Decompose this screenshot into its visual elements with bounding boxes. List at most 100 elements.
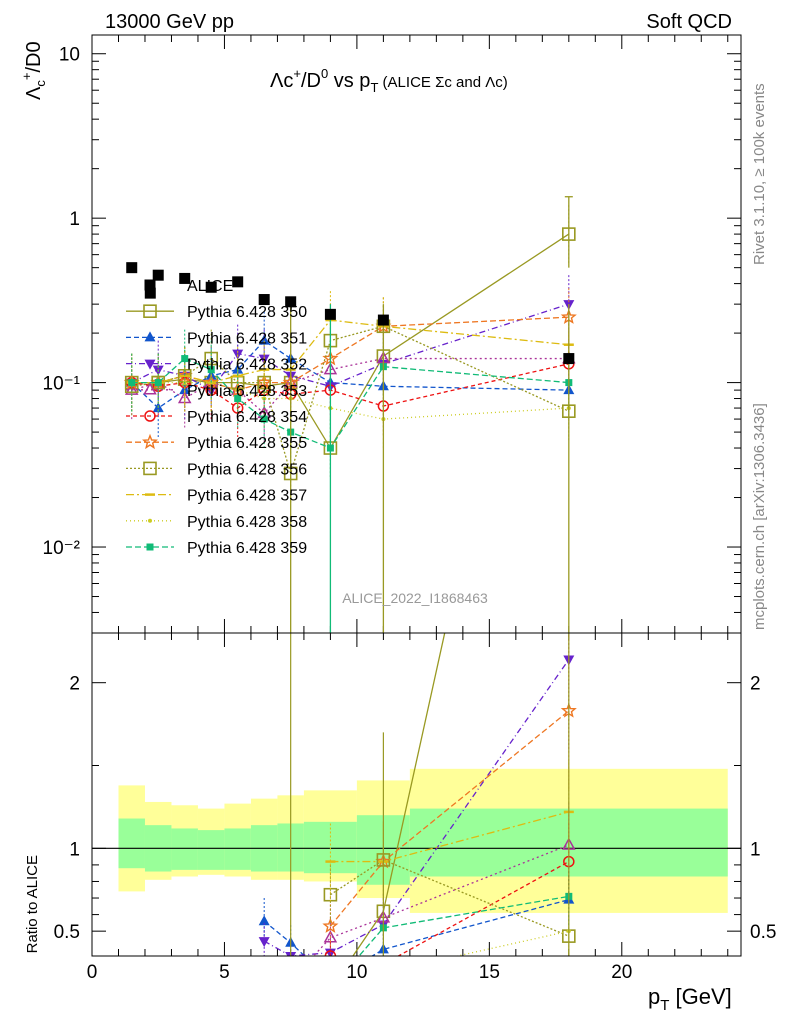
alice-data	[126, 262, 575, 365]
legend-item: Pythia 6.428 358	[126, 514, 307, 531]
series-line-352	[131, 303, 570, 391]
series-line-357	[131, 319, 569, 384]
ratio-point-351	[258, 915, 270, 926]
top-y-tick-label: 10	[59, 45, 80, 66]
top-y-tick-label: 10⁻²	[43, 538, 81, 559]
legend-label: ALICE	[187, 278, 233, 295]
band-inner	[171, 828, 198, 870]
ratio-y-tick-label-right: 0.5	[750, 922, 776, 943]
legend-marker-alice	[144, 279, 156, 291]
legend-marker-355	[141, 433, 159, 450]
series-line-353	[131, 357, 569, 415]
band-inner	[224, 828, 251, 870]
alice-point	[126, 262, 138, 274]
bottom-frame	[91, 632, 742, 957]
alice-point	[232, 276, 244, 288]
legend-label: Pythia 6.428 352	[187, 357, 307, 374]
data-point-359	[260, 415, 268, 423]
x-tick-label: 10	[346, 962, 367, 983]
legend-label: Pythia 6.428 350	[187, 304, 307, 321]
legend-marker-359	[146, 543, 154, 551]
x-tick-label: 20	[611, 962, 632, 983]
data-point-359	[181, 355, 189, 363]
legend-label: Pythia 6.428 354	[187, 409, 307, 426]
series-line-354	[131, 363, 569, 409]
legend-marker-358	[148, 518, 152, 523]
ratio-series	[258, 633, 577, 956]
ratio-line-356	[330, 859, 570, 937]
legend: ALICE Pythia 6.428 350 Pythia 6.428 351 Pyt…	[126, 278, 307, 557]
rivet-label: Rivet 3.1.10, ≥ 100k events	[751, 83, 768, 265]
alice-point	[377, 314, 389, 326]
legend-item: Pythia 6.428 352	[126, 357, 307, 374]
ratio-point-352	[258, 937, 270, 948]
legend-label: Pythia 6.428 353	[187, 383, 307, 400]
top-title: Λc+/D0 vs pT (ALICE Σc and Λc)	[270, 66, 508, 95]
alice-point	[179, 272, 191, 284]
legend-item: Pythia 6.428 357	[126, 488, 307, 505]
legend-marker-351	[144, 331, 156, 342]
ratio-y-tick-label-right: 1	[750, 839, 761, 860]
legend-marker-352	[144, 359, 156, 370]
ratio-point-355	[322, 917, 339, 933]
legend-item: Pythia 6.428 356	[126, 461, 307, 478]
mcplots-label: mcplots.cern.ch [arXiv:1306.3436]	[751, 403, 768, 630]
bottom-ylabel: Ratio to ALICE	[24, 855, 41, 953]
legend-marker-350	[143, 304, 157, 319]
x-axis-title: pT [GeV]	[648, 984, 732, 1014]
series-359	[128, 329, 573, 477]
top-panel: 10 1 10⁻¹ 10⁻²	[43, 35, 741, 634]
svg-text:Λc+/D0 vs pT (ALICE Σc and Λc): Λc+/D0 vs pT (ALICE Σc and Λc)	[270, 66, 508, 95]
band-inner	[197, 830, 225, 870]
alice-point	[324, 308, 336, 320]
ratio-y-tick-label: 2	[69, 674, 80, 695]
series-line-351	[131, 339, 569, 409]
data-point-359	[128, 379, 136, 387]
series-line-350	[131, 233, 570, 450]
legend-item: Pythia 6.428 351	[126, 330, 307, 347]
legend-item: Pythia 6.428 359	[126, 540, 307, 557]
legend-label: Pythia 6.428 358	[187, 514, 307, 531]
ratio-line-353	[312, 844, 570, 956]
series-line-359	[131, 357, 569, 449]
legend-item: Pythia 6.428 353	[126, 382, 307, 400]
ratio-y-tick-label: 0.5	[54, 922, 80, 943]
legend-label: Pythia 6.428 357	[187, 488, 307, 505]
svg-text:pT [GeV]: pT [GeV]	[648, 984, 732, 1014]
data-point-359	[234, 395, 242, 403]
series-line-356	[131, 325, 570, 476]
series-line-358	[131, 381, 569, 420]
legend-label: Pythia 6.428 351	[187, 330, 307, 347]
alice-point	[205, 281, 217, 293]
analysis-label: ALICE_2022_I1868463	[342, 590, 488, 606]
ratio-uncertainty-bands	[118, 768, 728, 913]
svg-text:Λc+/D0: Λc+/D0	[19, 41, 48, 100]
data-point-351	[258, 334, 270, 345]
x-tick-label: 0	[87, 962, 98, 983]
x-tick-label: 5	[219, 962, 230, 983]
data-point-356	[257, 375, 271, 390]
legend-item: ALICE	[144, 278, 233, 295]
ratio-point-354	[324, 950, 337, 956]
legend-label: Pythia 6.428 355	[187, 435, 307, 452]
energy-label: 13000 GeV pp	[105, 11, 234, 33]
legend-item: Pythia 6.428 350	[126, 304, 307, 321]
top-ylabel: Λc+/D0	[19, 41, 48, 100]
band-inner	[118, 818, 145, 869]
top-y-tick-label: 10⁻¹	[43, 374, 81, 395]
alice-point	[152, 269, 164, 281]
data-point-351	[179, 384, 191, 395]
legend-marker-356	[143, 461, 157, 476]
alice-point	[258, 294, 270, 306]
legend-label: Pythia 6.428 356	[187, 461, 307, 478]
ratio-y-tick-label-right: 2	[750, 674, 761, 695]
process-label: Soft QCD	[646, 11, 732, 33]
legend-label: Pythia 6.428 359	[187, 540, 307, 557]
data-point-359	[207, 366, 215, 374]
legend-marker-354	[144, 410, 156, 422]
top-y-tick-label: 1	[69, 209, 80, 230]
alice-point	[144, 287, 156, 299]
legend-item: Pythia 6.428 354	[126, 409, 307, 426]
data-point-356	[204, 351, 219, 366]
x-tick-label: 15	[479, 962, 500, 983]
